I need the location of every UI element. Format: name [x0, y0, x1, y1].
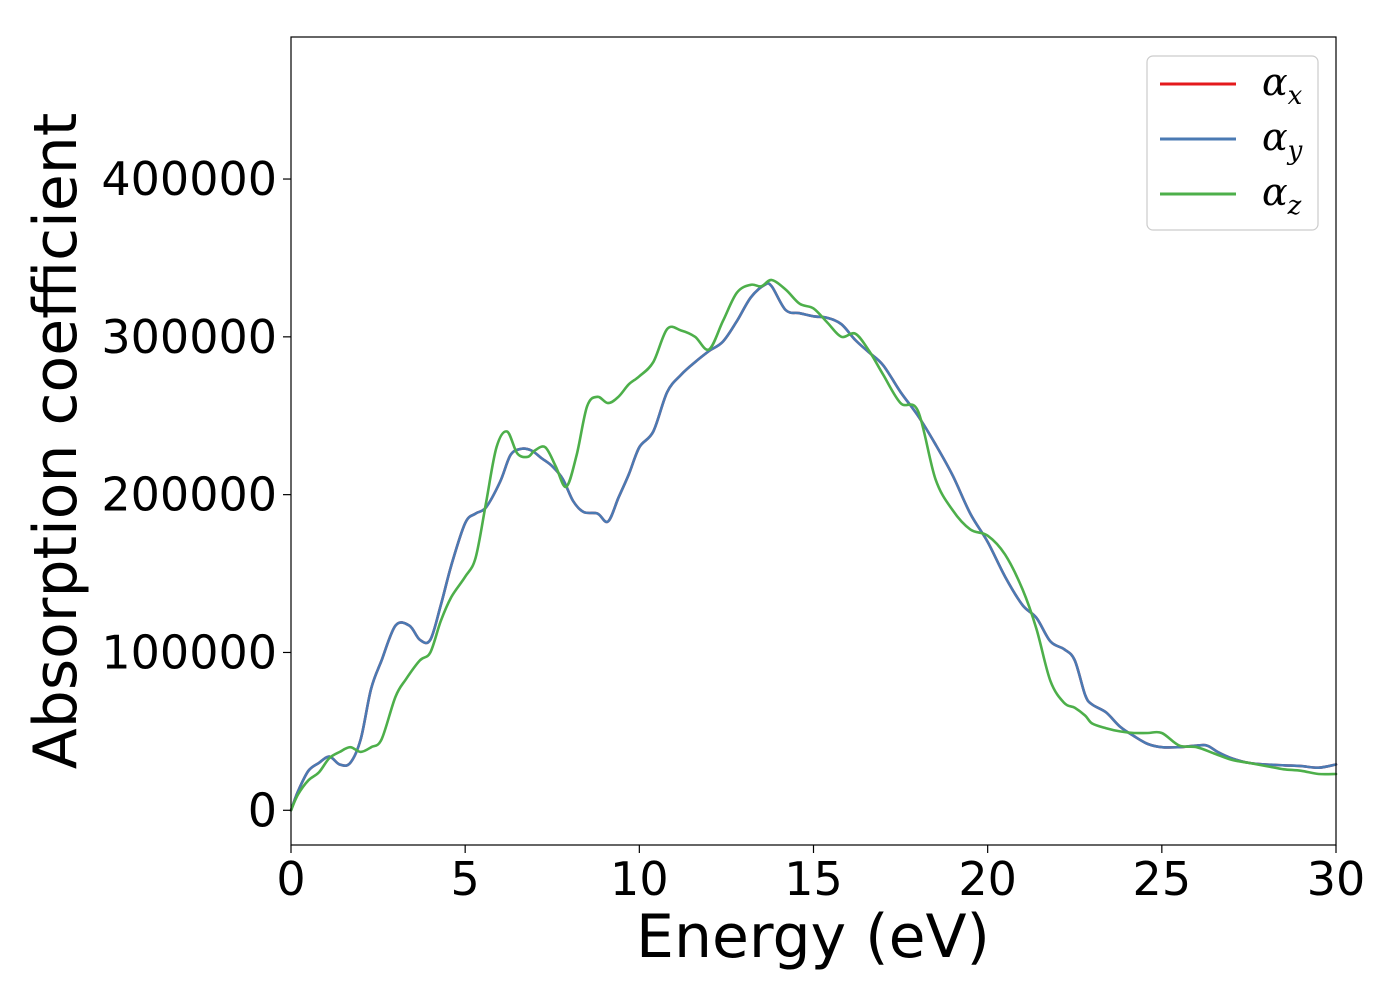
y-tick-label: 200000	[101, 468, 277, 522]
series-line-z	[289, 278, 1338, 812]
legend-box	[1146, 55, 1319, 231]
legend-label-z: αz	[1262, 170, 1302, 221]
y-tick-label: 400000	[101, 152, 277, 206]
x-axis-label: Energy (eV)	[636, 902, 990, 972]
x-tick-label: 25	[1133, 852, 1192, 906]
x-tick-label: 15	[784, 852, 843, 906]
y-axis-ticks: 0 100000 200000 300000 400000	[101, 152, 291, 837]
y-axis-label: Absorption coefficient	[21, 113, 91, 770]
y-tick-label: 300000	[101, 310, 277, 364]
x-tick-label: 20	[958, 852, 1017, 906]
y-tick-label: 100000	[101, 625, 277, 679]
y-tick-label: 0	[248, 783, 277, 837]
x-tick-label: 5	[451, 852, 480, 906]
series-layer	[289, 278, 1338, 812]
x-axis-ticks: 0 5 10 15 20 25 30	[276, 845, 1365, 906]
x-tick-label: 0	[276, 852, 305, 906]
legend-label-x: αx	[1262, 60, 1303, 111]
legend-label-y: αy	[1262, 115, 1303, 166]
x-tick-label: 30	[1307, 852, 1366, 906]
x-tick-label: 10	[610, 852, 669, 906]
